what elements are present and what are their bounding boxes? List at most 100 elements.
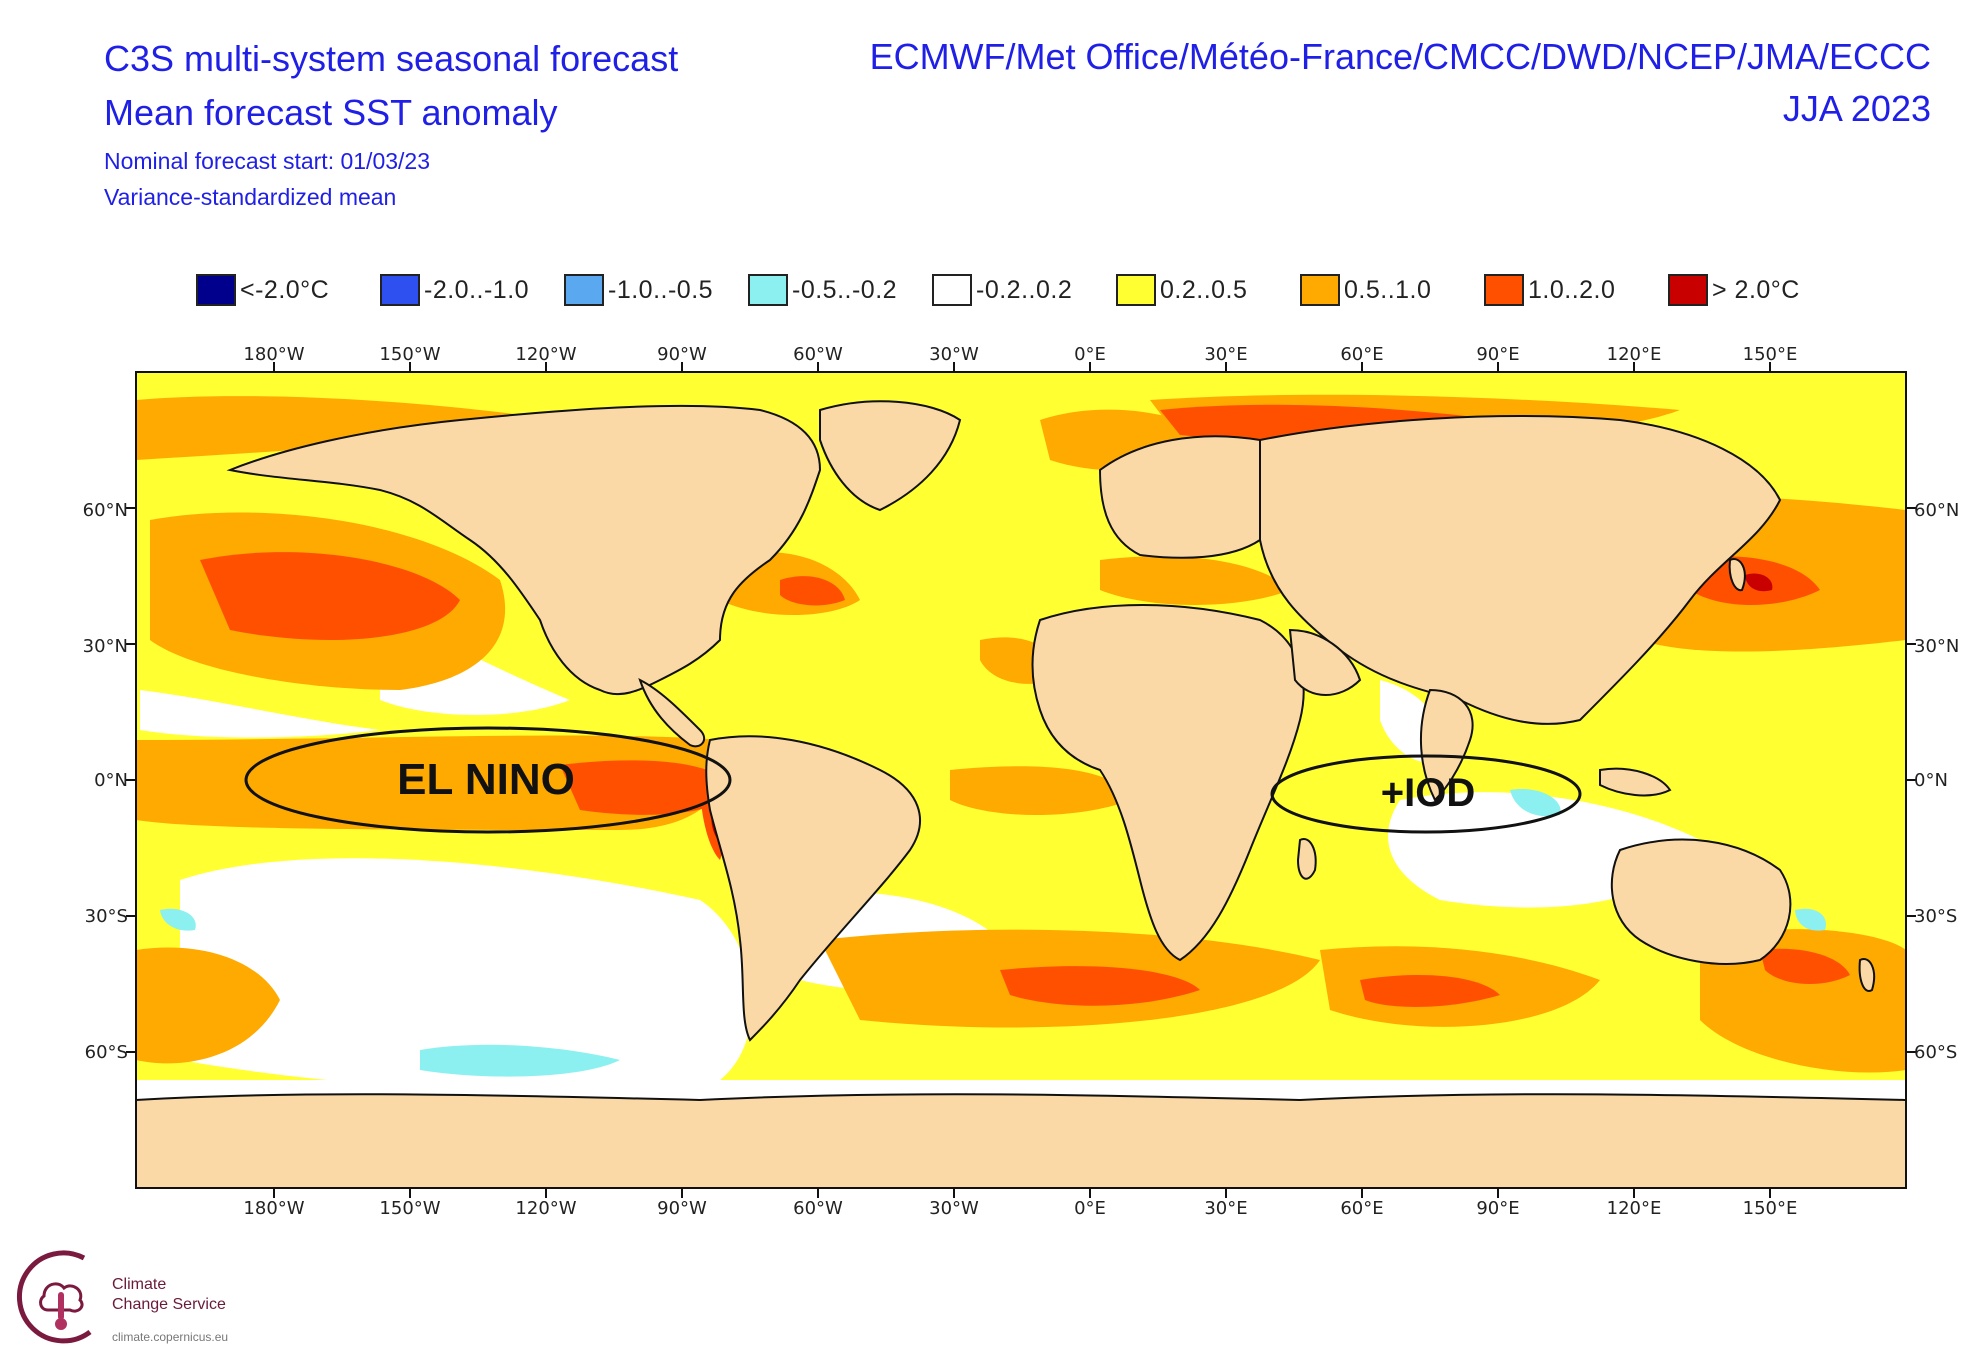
legend-swatch: [932, 274, 972, 306]
land-south-america: [705, 735, 921, 1042]
land-central-america: [638, 678, 706, 748]
land-australia: [1610, 838, 1792, 965]
land-new-zealand: [1858, 958, 1876, 992]
legend-swatch: [1116, 274, 1156, 306]
lat-label-right: 60°S: [1914, 1042, 1957, 1063]
legend-swatch: [1668, 274, 1708, 306]
lat-label-left: 30°N: [83, 636, 128, 657]
lon-label-bottom: 60°E: [1340, 1198, 1383, 1219]
legend-swatch: [564, 274, 604, 306]
legend-item: 0.5..1.0: [1300, 270, 1484, 310]
logo-url: climate.copernicus.eu: [112, 1330, 229, 1344]
legend-label: -2.0..-1.0: [424, 275, 530, 304]
land-india: [1420, 688, 1474, 802]
lon-label-bottom: 90°E: [1476, 1198, 1519, 1219]
land-europe: [1098, 435, 1273, 559]
lon-label-bottom: 60°W: [793, 1198, 843, 1219]
logo-line1: Climate: [112, 1276, 167, 1293]
lon-label-bottom: 30°E: [1204, 1198, 1247, 1219]
land-africa: [1031, 604, 1305, 962]
strong-warm-nw-atlantic: [780, 576, 845, 606]
lat-labels-right: 60°N 30°N 0°N 30°S 60°S: [1914, 500, 1959, 1063]
land-arabia: [1288, 628, 1362, 696]
lon-label-top: 60°E: [1340, 344, 1383, 365]
land-antarctica: [136, 1093, 1906, 1188]
land-asia: [1259, 415, 1782, 725]
lon-label-bottom: 150°W: [379, 1198, 440, 1219]
lon-label-bottom: 120°E: [1607, 1198, 1662, 1219]
strong-warm-s-atlantic: [1000, 966, 1200, 1006]
legend-item: -0.2..0.2: [932, 270, 1116, 310]
thermometer-icon: [16, 1250, 92, 1344]
lon-label-top: 30°W: [929, 344, 979, 365]
logo-line2: Change Service: [112, 1296, 226, 1313]
iod-outline: [1270, 754, 1582, 834]
el-nino-label: EL NINO: [397, 755, 575, 804]
lon-label-bottom: 150°E: [1743, 1198, 1798, 1219]
legend-item: -1.0..-0.5: [564, 270, 748, 310]
warm-region-s-pacific: [136, 947, 280, 1064]
warm-region-mediterranean: [1100, 556, 1290, 605]
lon-labels-top: 180°W 150°W 120°W 90°W 60°W 30°W 0°E 30°…: [243, 344, 1797, 365]
legend-item: 1.0..2.0: [1484, 270, 1668, 310]
map-field: [136, 372, 1906, 1188]
land-indonesia: [1599, 767, 1672, 797]
legend-item: <-2.0°C: [196, 270, 380, 310]
iod-label: +IOD: [1381, 771, 1475, 815]
lon-label-top: 90°E: [1476, 344, 1519, 365]
lon-label-bottom: 180°W: [243, 1198, 304, 1219]
legend-label: > 2.0°C: [1712, 275, 1800, 304]
legend-swatch: [380, 274, 420, 306]
lon-labels-bottom: 180°W 150°W 120°W 90°W 60°W 30°W 0°E 30°…: [243, 1198, 1797, 1219]
legend-label: 1.0..2.0: [1528, 275, 1616, 304]
method-note: Variance-standardized mean: [104, 184, 397, 210]
lon-label-top: 0°E: [1074, 344, 1106, 365]
lat-label-left: 0°N: [94, 770, 128, 791]
map-subtitle: Mean forecast SST anomaly: [104, 92, 558, 133]
lat-label-left: 60°N: [83, 500, 128, 521]
color-legend: <-2.0°C -2.0..-1.0 -1.0..-0.5 -0.5..-0.2…: [196, 270, 1852, 310]
legend-label: -0.2..0.2: [976, 275, 1073, 304]
lat-label-left: 60°S: [85, 1042, 128, 1063]
lat-label-right: 0°N: [1914, 770, 1948, 791]
lon-label-top: 180°W: [243, 344, 304, 365]
copernicus-logo: Climate Change Service climate.copernicu…: [14, 1246, 274, 1346]
map-title: C3S multi-system seasonal forecast: [104, 38, 679, 79]
lon-label-top: 30°E: [1204, 344, 1247, 365]
lon-label-bottom: 0°E: [1074, 1198, 1106, 1219]
strong-warm-tasman: [1760, 948, 1850, 985]
forecast-start: Nominal forecast start: 01/03/23: [104, 148, 430, 174]
legend-label: 0.2..0.5: [1160, 275, 1248, 304]
cool-region-southern-ocean: [420, 1044, 620, 1077]
warm-region-arctic-pacific: [136, 396, 560, 460]
lon-label-top: 150°E: [1743, 344, 1798, 365]
legend-label: -0.5..-0.2: [792, 275, 898, 304]
land-layer: [136, 400, 1906, 1188]
legend-swatch: [196, 274, 236, 306]
cool-region-sw-pacific: [1795, 908, 1826, 931]
land-north-america: [226, 404, 822, 696]
lat-labels-left: 60°N 30°N 0°N 30°S 60°S: [83, 500, 128, 1063]
land-japan: [1728, 558, 1746, 592]
lon-label-bottom: 90°W: [657, 1198, 707, 1219]
lon-label-top: 120°E: [1607, 344, 1662, 365]
legend-swatch: [1484, 274, 1524, 306]
lon-label-bottom: 120°W: [515, 1198, 576, 1219]
legend-label: -1.0..-0.5: [608, 275, 714, 304]
legend-item: 0.2..0.5: [1116, 270, 1300, 310]
legend-item: -2.0..-1.0: [380, 270, 564, 310]
lat-tick-marks: [126, 507, 1916, 1053]
land-madagascar: [1296, 838, 1317, 880]
lon-tick-marks: [273, 362, 1771, 1198]
legend-swatch: [1300, 274, 1340, 306]
legend-label: 0.5..1.0: [1344, 275, 1432, 304]
cool-region-s-pacific: [160, 908, 196, 931]
lat-label-right: 30°S: [1914, 906, 1957, 927]
lon-label-top: 150°W: [379, 344, 440, 365]
legend-item: -0.5..-0.2: [748, 270, 932, 310]
lon-label-top: 90°W: [657, 344, 707, 365]
legend-label: <-2.0°C: [240, 275, 330, 304]
strong-warm-el-nino: [560, 760, 735, 815]
strong-warm-s-indian: [1360, 975, 1500, 1007]
